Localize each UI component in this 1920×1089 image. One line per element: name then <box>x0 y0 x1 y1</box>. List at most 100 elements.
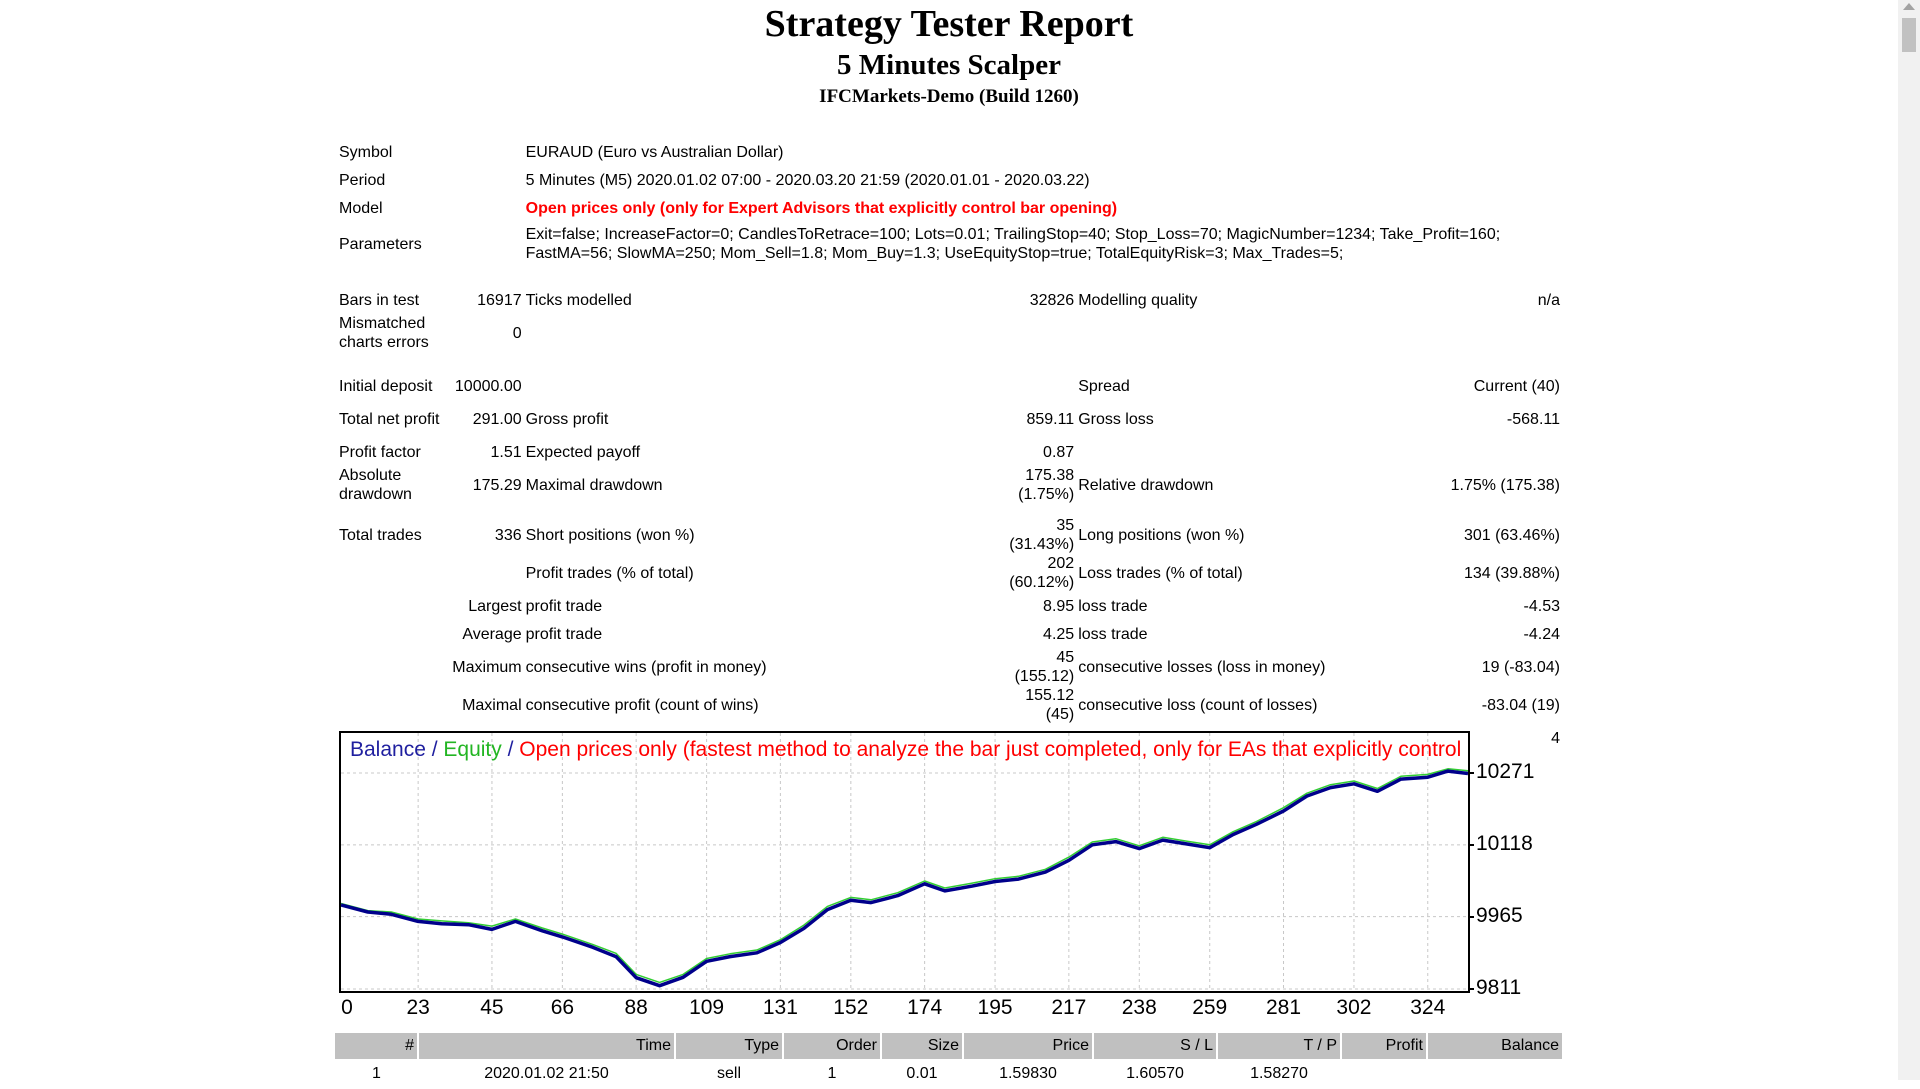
row-symbol: Symbol EURAUD (Euro vs Australian Dollar… <box>337 138 1562 166</box>
scroll-up-arrow-icon[interactable] <box>1903 3 1915 10</box>
payoff-label: Expected payoff <box>525 443 641 461</box>
row-deposit: Initial deposit 10000.00 Spread Current … <box>337 372 1562 400</box>
x-tick-label: 324 <box>1410 996 1446 1019</box>
model-label: Model <box>339 199 383 217</box>
total-trades-value: 336 <box>494 526 522 544</box>
row-maximal: Maximal consecutive profit (count of win… <box>337 686 1562 724</box>
scrollbar-thumb[interactable] <box>1902 18 1916 52</box>
cell-profit <box>1341 1059 1427 1089</box>
x-tick-label: 281 <box>1265 996 1302 1019</box>
col-type: Type <box>674 1033 783 1059</box>
x-tick-label: 217 <box>1051 996 1087 1019</box>
ticks-label: Ticks modelled <box>525 291 632 309</box>
y-tick-mark <box>1468 915 1474 918</box>
largest-loss-label: loss trade <box>1078 597 1148 615</box>
cell-number: 1 <box>372 1065 381 1082</box>
total-trades-label: Total trades <box>339 526 422 544</box>
report-title: Strategy Tester Report <box>764 3 1134 45</box>
x-tick-label: 152 <box>833 996 869 1019</box>
gross-loss-label: Gross loss <box>1078 410 1154 428</box>
period-value: 5 Minutes (M5) 2020.01.02 07:00 - 2020.0… <box>525 171 1090 189</box>
legend-balance: Balance <box>350 738 426 761</box>
parameters-line-2: FastMA=56; SlowMA=250; Mom_Sell=1.8; Mom… <box>525 245 1344 262</box>
y-tick-label: 10118 <box>1476 831 1533 855</box>
average-profit-value: 4.25 <box>1043 625 1075 643</box>
row-profit-factor: Profit factor 1.51 Expected payoff 0.87 <box>337 438 1562 466</box>
strategy-name: 5 Minutes Scalper <box>837 49 1061 81</box>
x-tick-label: 174 <box>907 996 943 1019</box>
col-time: Time <box>417 1033 675 1059</box>
balance-chart-plot <box>341 733 1468 990</box>
cell-sl: 1.60570 <box>1126 1065 1184 1082</box>
x-tick-label: 195 <box>977 996 1013 1019</box>
y-tick-label: 10271 <box>1476 760 1535 783</box>
profit-factor-label: Profit factor <box>339 443 421 461</box>
row-profit-trades: Profit trades (% of total) 202 (60.12%) … <box>337 554 1562 592</box>
period-label: Period <box>339 171 386 189</box>
x-tick-label: 259 <box>1192 996 1228 1019</box>
bars-value: 16917 <box>477 291 522 309</box>
cell-time: 2020.01.02 21:50 <box>484 1065 609 1082</box>
mismatch-value: 0 <box>512 324 522 342</box>
gross-profit-value: 859.11 <box>1026 410 1075 428</box>
x-tick-label: 0 <box>341 996 353 1019</box>
col-price: Price <box>962 1033 1093 1059</box>
x-tick-label: 302 <box>1336 996 1372 1019</box>
long-value: 301 (63.46%) <box>1463 526 1560 544</box>
parameters-line-1: Exit=false; IncreaseFactor=0; CandlesToR… <box>525 226 1501 243</box>
largest-profit-value: 8.95 <box>1043 597 1075 615</box>
spread-value: Current (40) <box>1473 377 1560 395</box>
row-period: Period 5 Minutes (M5) 2020.01.02 07:00 -… <box>337 166 1562 194</box>
chart-legend: Balance / Equity / Open prices only (fas… <box>350 738 1465 762</box>
loss-trades-label: Loss trades (% of total) <box>1078 564 1243 582</box>
x-tick-label: 88 <box>624 996 648 1019</box>
average-loss-label: loss trade <box>1078 625 1148 643</box>
parameters-label: Parameters <box>339 235 422 253</box>
x-tick-label: 238 <box>1121 996 1157 1019</box>
cell-size: 0.01 <box>906 1065 938 1082</box>
loss-trades-value: 134 (39.88%) <box>1463 564 1560 582</box>
max-wins-value: 45 (155.12) <box>1014 649 1075 685</box>
cell-price: 1.59830 <box>999 1065 1057 1082</box>
deposit-label: Initial deposit <box>339 377 433 395</box>
legend-equity: Equity <box>443 738 502 761</box>
y-tick-mark <box>1468 843 1474 846</box>
col-tp: T / P <box>1216 1033 1341 1059</box>
max-wins-label: consecutive wins (profit in money) <box>525 658 767 676</box>
mismatch-label: Mismatched charts errors <box>339 315 429 351</box>
row-largest: Largest profit trade 8.95 loss trade -4.… <box>337 592 1562 620</box>
row-maximum: Maximum consecutive wins (profit in mone… <box>337 648 1562 686</box>
largest-label: Largest <box>468 597 522 615</box>
y-tick-label: 9965 <box>1476 903 1523 927</box>
max-dd-label: Maximal drawdown <box>525 476 663 494</box>
spread-label: Spread <box>1078 377 1130 395</box>
y-tick-mark <box>1468 988 1474 990</box>
maximal-profit-value: 155.12 (45) <box>1025 687 1075 723</box>
legend-separator-2: / <box>501 738 520 761</box>
row-bars: Bars in test 16917 Ticks modelled 32826 … <box>337 286 1562 314</box>
maximal-profit-label: consecutive profit (count of wins) <box>525 696 759 714</box>
deposit-value: 10000.00 <box>454 377 522 395</box>
row-drawdown: Absolute drawdown 175.29 Maximal drawdow… <box>337 466 1562 504</box>
vertical-scrollbar[interactable] <box>1898 0 1920 1080</box>
col-profit: Profit <box>1340 1033 1427 1059</box>
profit-trades-label: Profit trades (% of total) <box>525 564 694 582</box>
row-net-profit: Total net profit 291.00 Gross profit 859… <box>337 400 1562 438</box>
trades-table: # Time Type Order Size Price S / L T / P… <box>335 1033 1562 1089</box>
maximal-loss-value: -83.04 (19) <box>1481 696 1560 714</box>
summary-table: Symbol EURAUD (Euro vs Australian Dollar… <box>337 138 1562 752</box>
x-tick-label: 109 <box>689 996 725 1019</box>
profit-trades-value: 202 (60.12%) <box>1009 555 1075 591</box>
model-value: Open prices only (only for Expert Adviso… <box>525 199 1118 217</box>
short-value: 35 (31.43%) <box>1009 517 1075 553</box>
average-loss-value: -4.24 <box>1523 625 1560 643</box>
equity-series-line <box>341 768 1468 984</box>
x-tick-label: 66 <box>550 996 575 1019</box>
balance-series-line <box>341 769 1468 988</box>
rel-dd-label: Relative drawdown <box>1078 476 1214 494</box>
largest-profit-label: profit trade <box>525 597 603 615</box>
cell-tp: 1.58270 <box>1250 1065 1308 1082</box>
largest-loss-value: -4.53 <box>1523 597 1560 615</box>
profit-factor-value: 1.51 <box>490 443 522 461</box>
